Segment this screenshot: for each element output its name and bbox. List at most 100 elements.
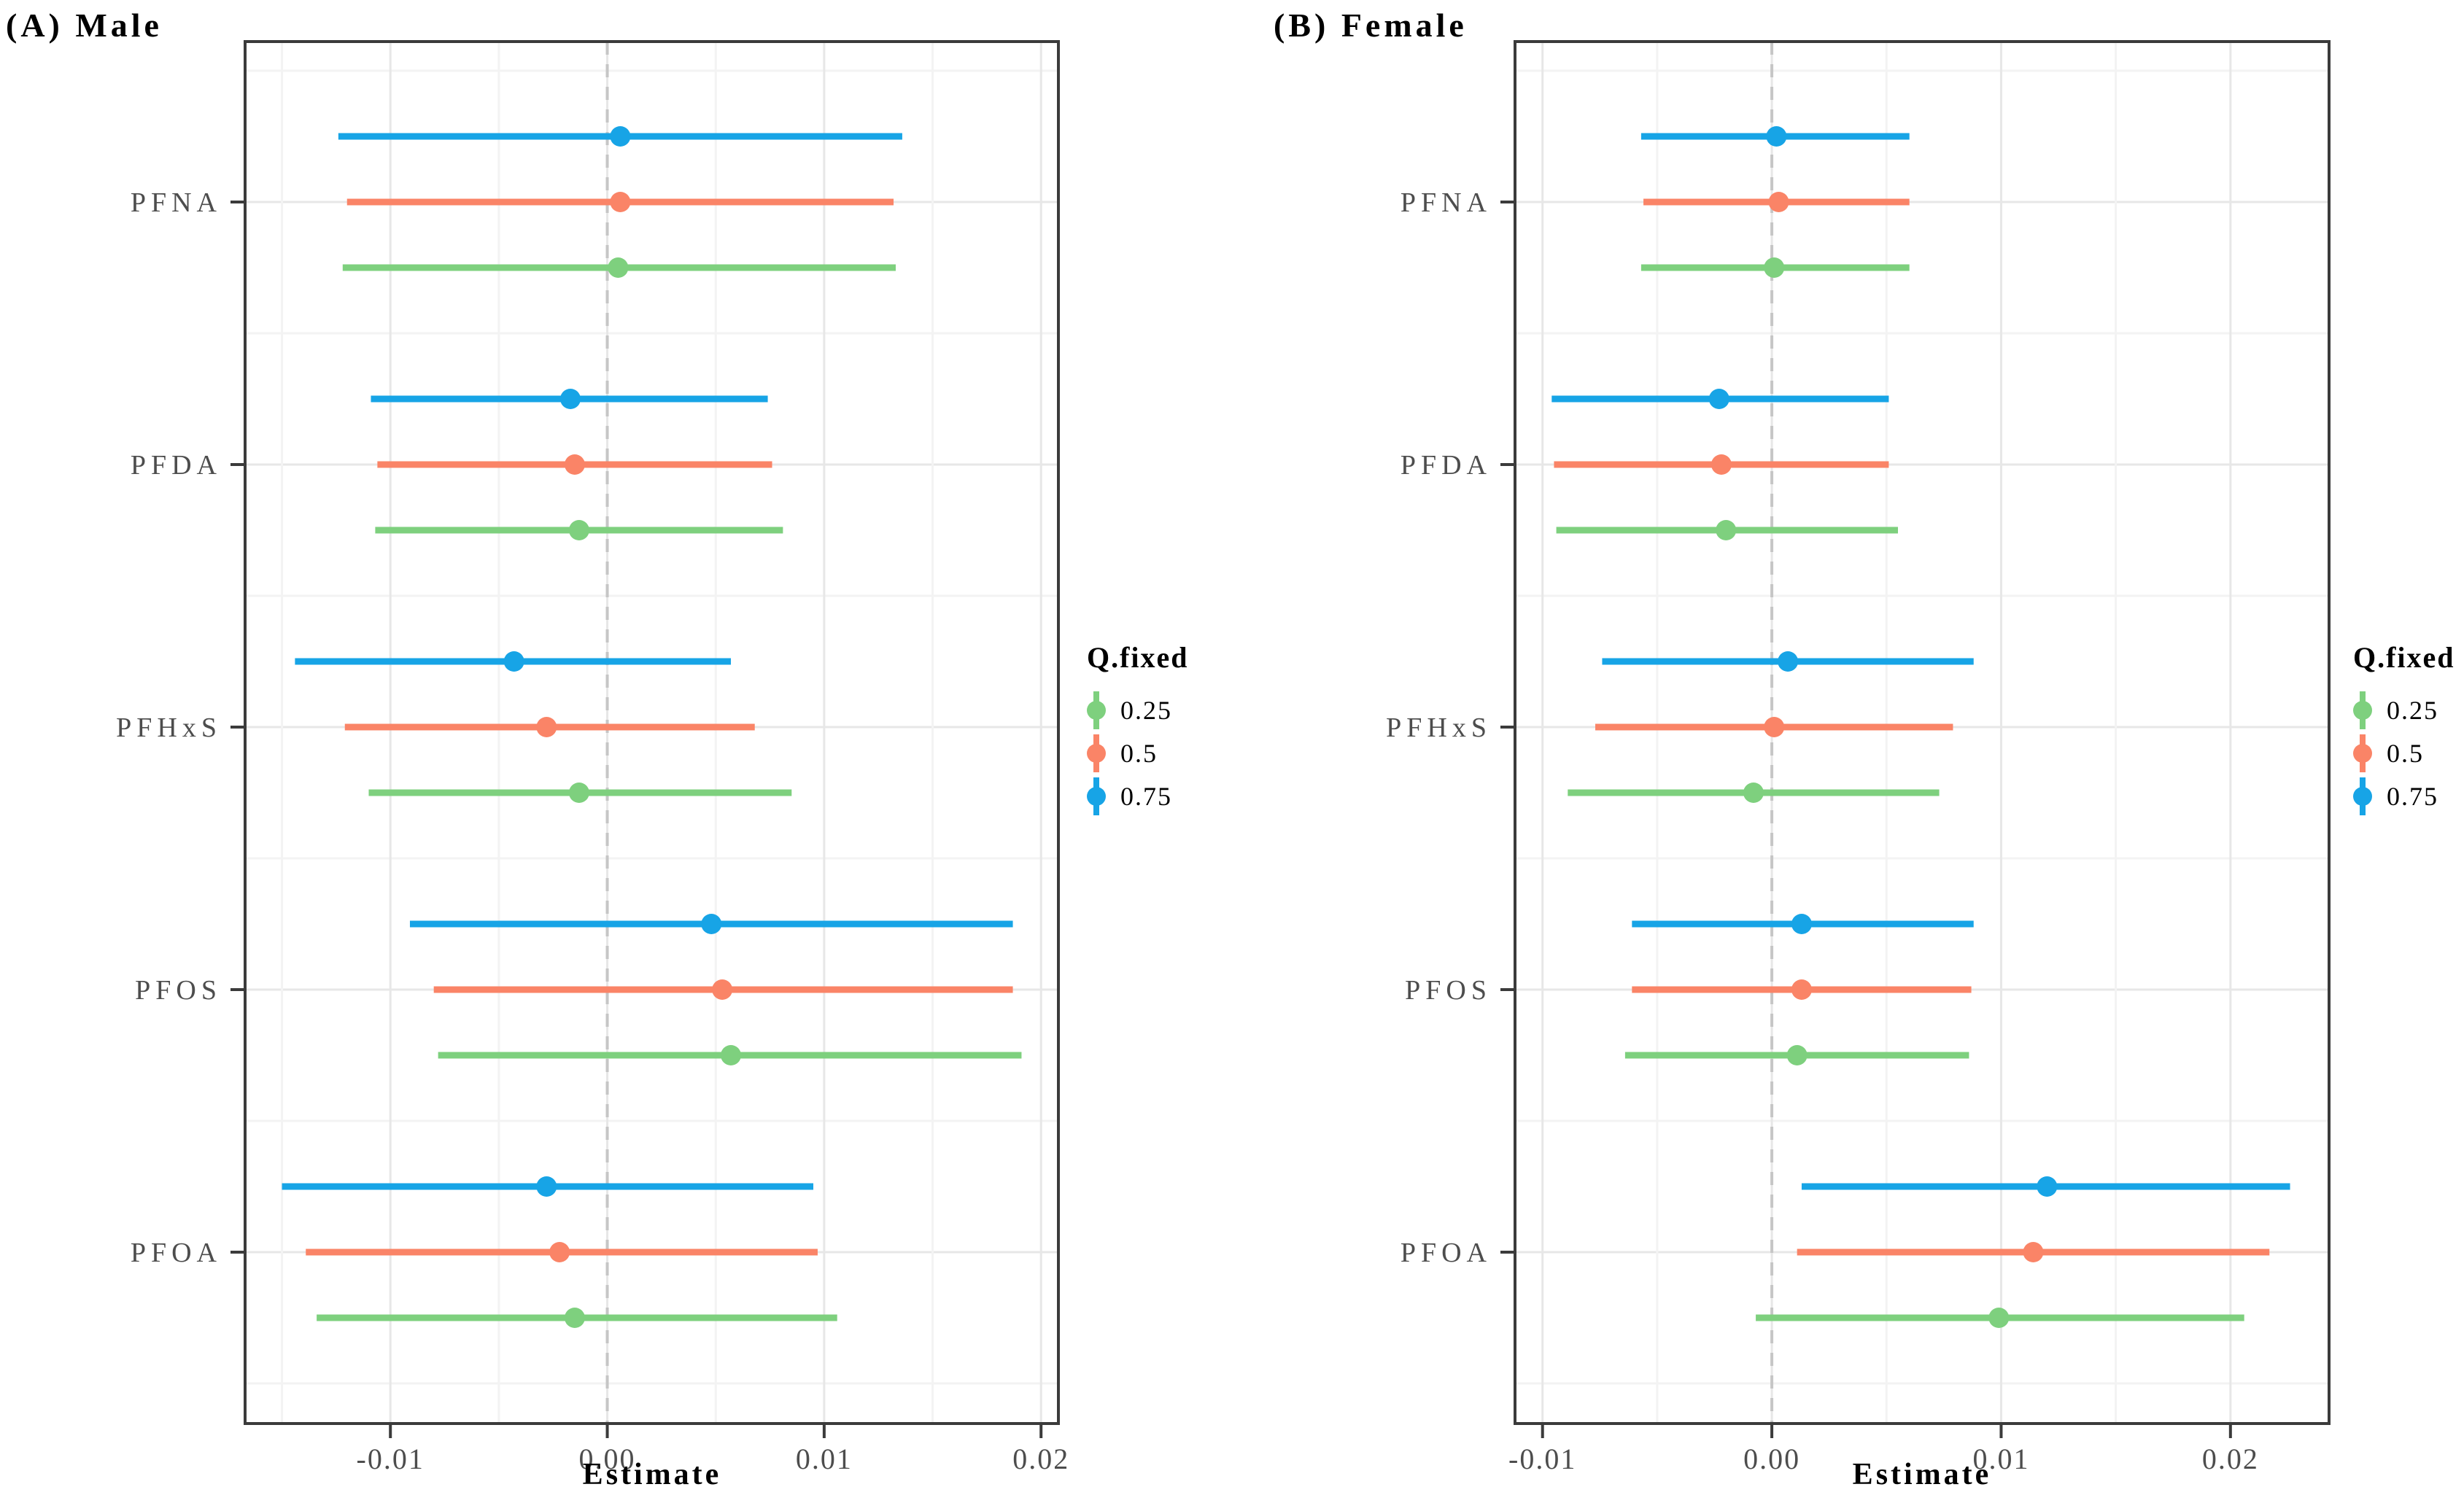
estimate-point: [1716, 520, 1737, 540]
estimate-point: [560, 389, 581, 409]
estimate-point: [568, 783, 589, 803]
pointrange-pfos-q5: [433, 979, 1013, 1000]
estimate-point: [1791, 914, 1812, 934]
pointrange-pfna-q25: [1640, 257, 1910, 278]
panel-background: [1515, 42, 2329, 1424]
estimate-point: [1988, 1308, 2010, 1328]
estimate-point: [568, 520, 589, 540]
pointrange-pfda-q75: [371, 389, 768, 409]
panel-a: -0.01 0.00 0.01 0.02 PFNA PFDA PFHxS PFOS PFOA: [116, 40, 1069, 1475]
x-tick-label: 0.02: [1012, 1442, 1069, 1475]
legend-entry-75: 0.75: [2352, 774, 2464, 818]
pointrange-key-icon: [2353, 734, 2372, 772]
estimate-point: [712, 979, 733, 1000]
pointrange-pfos-q5: [1632, 979, 1972, 1000]
estimate-point: [1764, 717, 1785, 737]
estimate-point: [2037, 1176, 2058, 1197]
pointrange-pfna-q5: [1643, 192, 1910, 212]
estimate-point: [1708, 389, 1729, 409]
pointrange-pfoa-q5: [306, 1242, 818, 1262]
estimate-point: [536, 717, 557, 737]
pointrange-pfna-q75: [1640, 126, 1910, 147]
y-axis-label: PFHxS: [116, 712, 222, 743]
estimate-point: [1711, 454, 1732, 475]
pointrange-pfos-q75: [409, 914, 1013, 934]
x-tick-label: 0.01: [796, 1442, 853, 1475]
estimate-point: [701, 914, 722, 934]
x-tick-label: 0.00: [1743, 1442, 1800, 1475]
estimate-point: [1786, 1045, 1808, 1065]
legend-title: Q.fixed: [2353, 641, 2455, 674]
pointrange-pfos-q25: [1624, 1045, 1969, 1065]
legend-title: Q.fixed: [1087, 641, 1189, 674]
legend-key-point: [2353, 700, 2372, 720]
y-axis-label: PFOA: [131, 1238, 222, 1268]
pointrange-pfhxs-q75: [295, 651, 732, 672]
pointrange-pfhxs-q5: [1595, 717, 1953, 737]
y-axis-label: PFDA: [1400, 450, 1492, 481]
pointrange-key-icon: [2353, 691, 2372, 729]
estimate-point: [1791, 979, 1812, 1000]
pointrange-pfda-q25: [375, 520, 783, 540]
y-axis-label: PFNA: [131, 187, 222, 218]
pointrange-key-icon: [1087, 777, 1106, 815]
estimate-point: [608, 257, 629, 278]
panel-a-x-axis-title: Estimate: [582, 1458, 722, 1491]
estimate-point: [1766, 126, 1787, 147]
legend-entry-5: 0.5: [1085, 731, 1253, 774]
estimate-point: [1778, 651, 1799, 672]
pointrange-pfda-q75: [1551, 389, 1889, 409]
y-axis-label: PFHxS: [1386, 712, 1492, 743]
pointrange-pfhxs-q25: [1568, 783, 1940, 803]
panel-b-title: (B) Female: [1274, 7, 1468, 44]
panel-border: [244, 40, 1060, 1425]
estimate-point: [503, 651, 524, 672]
legend-panel-a: Q.fixed 0.25 0.5 0.75: [1085, 642, 1253, 818]
panel-background: [245, 42, 1058, 1424]
legend-key-point: [1087, 743, 1106, 763]
legend-key-point: [1087, 700, 1106, 720]
pointrange-pfoa-q75: [282, 1176, 814, 1197]
x-tick-label: 0.01: [1972, 1442, 2029, 1475]
estimate-point: [721, 1045, 742, 1065]
pointrange-pfos-q25: [438, 1045, 1022, 1065]
pointrange-pfda-q5: [1554, 454, 1889, 475]
legend-key-point: [2353, 743, 2372, 763]
estimate-point: [536, 1176, 557, 1197]
pointrange-key-icon: [1087, 691, 1106, 729]
pointrange-pfna-q5: [346, 192, 894, 212]
legend-entry-label: 0.5: [2387, 738, 2424, 768]
panel-b: -0.01 0.00 0.01 0.02 PFNA PFDA PFHxS PFOS PFOA: [1386, 40, 2331, 1475]
legend-entry-label: 0.75: [2387, 781, 2438, 811]
legend-key-point: [1087, 786, 1106, 806]
x-tick-label: 0.00: [579, 1442, 636, 1475]
x-tick-label: -0.01: [357, 1442, 425, 1475]
estimate-point: [1764, 257, 1785, 278]
pointrange-pfna-q75: [338, 126, 902, 147]
pointrange-pfhxs-q25: [368, 783, 792, 803]
pointrange-pfoa-q5: [1797, 1242, 2270, 1262]
estimate-point: [610, 192, 631, 212]
pointrange-pfda-q25: [1556, 520, 1898, 540]
legend-entry-25: 0.25: [2352, 688, 2464, 731]
legend-entry-label: 0.25: [1120, 695, 1172, 725]
pointrange-key-icon: [1087, 734, 1106, 772]
legend-entry-label: 0.25: [2387, 695, 2438, 725]
legend-entry-label: 0.75: [1120, 781, 1172, 811]
estimate-point: [1743, 783, 1764, 803]
pointrange-pfhxs-q5: [344, 717, 755, 737]
y-axis-label: PFDA: [131, 450, 222, 481]
y-axis-label: PFOS: [135, 975, 222, 1006]
y-axis-label: PFNA: [1400, 187, 1492, 218]
pointrange-pfda-q5: [377, 454, 772, 475]
pointrange-key-icon: [2353, 777, 2372, 815]
y-axis-label: PFOA: [1400, 1238, 1492, 1268]
estimate-point: [1768, 192, 1789, 212]
estimate-point: [610, 126, 631, 147]
estimate-point: [564, 1308, 585, 1328]
pointrange-pfoa-q75: [1801, 1176, 2290, 1197]
legend-entry-75: 0.75: [1085, 774, 1253, 818]
legend-key-point: [2353, 786, 2372, 806]
